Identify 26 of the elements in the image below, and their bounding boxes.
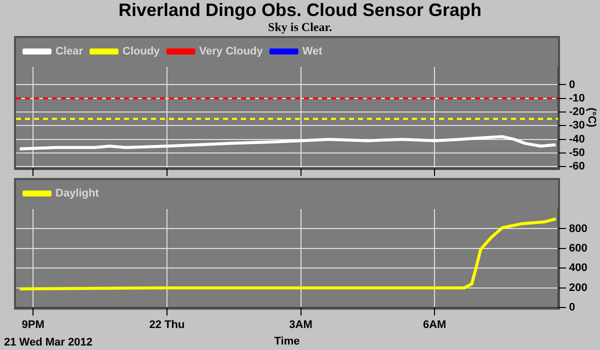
y2-tick-label: -60 [569,160,585,173]
y2-tick-label: -10 [569,92,585,104]
y2-tick-label: -20 [569,106,585,118]
x-tick-label: 6AM [422,319,446,332]
legend-label: Cloudy [122,46,161,58]
x-tick-label: 3AM [289,319,312,332]
y2-tick-label: 0 [569,78,576,91]
legend-label: Wet [302,46,323,58]
x-tick-label: 9PM [22,319,44,332]
chart-subtitle: Sky is Clear. [267,20,333,34]
x-axis-title: Time [274,335,300,348]
y2-tick-label: 400 [569,262,588,274]
legend-label: Daylight [56,188,100,200]
y2-tick-label: -30 [569,120,585,132]
chart-title: Riverland Dingo Obs. Cloud Sensor Graph [117,0,483,20]
y2-tick-label: -40 [569,133,585,146]
x-tick-label: 22 Thu [149,319,185,332]
y2-axis-title: (°C) [585,108,598,128]
legend-label: Clear [56,46,84,58]
y2-tick-label: 800 [569,222,588,235]
text: 21 Wed Mar 2012 [4,336,92,349]
y2-tick-label: 0 [569,302,576,314]
y2-tick-label: 600 [569,242,588,254]
y2-tick-label: 200 [569,282,588,294]
y2-tick-label: -50 [569,147,585,160]
legend-label: Very Cloudy [199,46,264,58]
